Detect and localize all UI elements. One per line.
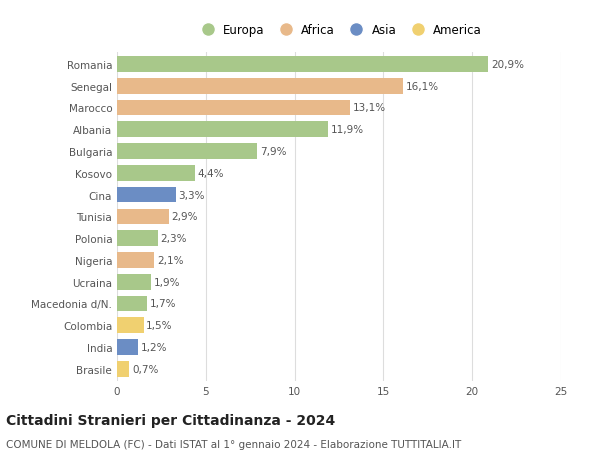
Bar [117,274,151,290]
Text: 2,1%: 2,1% [157,255,184,265]
Legend: Europa, Africa, Asia, America: Europa, Africa, Asia, America [191,19,487,42]
Text: 1,9%: 1,9% [154,277,180,287]
Text: 1,5%: 1,5% [146,320,173,330]
Bar [117,78,403,94]
Bar [117,187,176,203]
Text: 1,2%: 1,2% [141,342,167,352]
Bar [117,318,143,333]
Bar [117,144,257,159]
Text: 2,9%: 2,9% [171,212,197,222]
Text: 0,7%: 0,7% [132,364,158,374]
Bar [117,122,328,138]
Text: 20,9%: 20,9% [491,60,524,70]
Bar [117,166,195,181]
Text: 1,7%: 1,7% [150,299,176,309]
Bar [117,101,350,116]
Bar [117,340,139,355]
Text: 11,9%: 11,9% [331,125,364,135]
Text: 7,9%: 7,9% [260,147,286,157]
Bar [117,252,154,268]
Text: 2,3%: 2,3% [161,234,187,244]
Bar [117,209,169,225]
Text: COMUNE DI MELDOLA (FC) - Dati ISTAT al 1° gennaio 2024 - Elaborazione TUTTITALIA: COMUNE DI MELDOLA (FC) - Dati ISTAT al 1… [6,440,461,449]
Bar [117,57,488,73]
Bar [117,361,130,377]
Text: 4,4%: 4,4% [198,168,224,179]
Bar [117,231,158,246]
Text: Cittadini Stranieri per Cittadinanza - 2024: Cittadini Stranieri per Cittadinanza - 2… [6,414,335,428]
Bar [117,296,147,312]
Text: 16,1%: 16,1% [406,82,439,91]
Text: 13,1%: 13,1% [352,103,385,113]
Text: 3,3%: 3,3% [178,190,205,200]
